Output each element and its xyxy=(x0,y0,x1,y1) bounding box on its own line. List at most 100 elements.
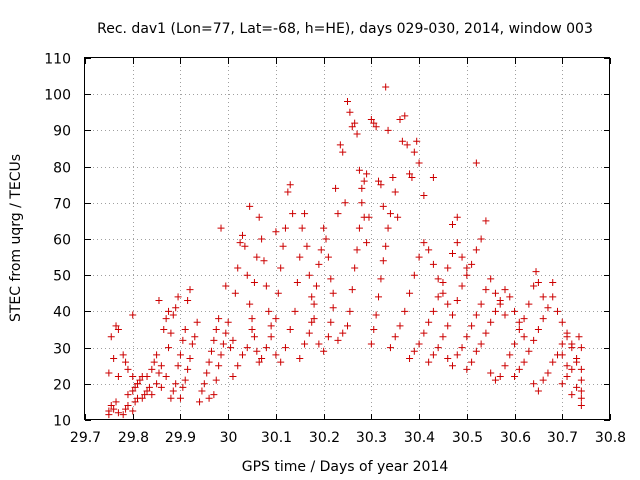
data-point xyxy=(377,181,385,189)
data-point xyxy=(401,112,409,120)
data-point xyxy=(558,340,566,348)
data-point xyxy=(172,304,180,312)
y-tick-label: 50 xyxy=(53,269,71,285)
data-point xyxy=(141,391,149,399)
data-point xyxy=(281,344,289,352)
data-point xyxy=(129,311,137,319)
data-point xyxy=(525,347,533,355)
y-tick-label: 100 xyxy=(44,88,71,104)
chart-title: Rec. dav1 (Lon=77, Lat=-68, h=HE), days … xyxy=(97,21,593,37)
data-point xyxy=(482,286,490,294)
x-tick-label: 30.4 xyxy=(404,430,435,446)
data-points xyxy=(105,83,585,419)
data-point xyxy=(246,300,254,308)
x-tick-label: 30.7 xyxy=(547,430,578,446)
data-point xyxy=(558,351,566,359)
data-point xyxy=(143,373,151,381)
y-tick-label: 70 xyxy=(53,197,71,213)
data-point xyxy=(487,318,495,326)
data-point xyxy=(367,340,375,348)
data-point xyxy=(110,405,118,413)
data-point xyxy=(358,184,366,192)
x-tick-label: 29.8 xyxy=(118,430,149,446)
data-point xyxy=(181,376,189,384)
data-point xyxy=(511,340,519,348)
data-point xyxy=(491,289,499,297)
data-point xyxy=(143,387,151,395)
data-point xyxy=(415,253,423,261)
data-point xyxy=(184,297,192,305)
data-point xyxy=(549,278,557,286)
y-tick-label: 60 xyxy=(53,233,71,249)
data-point xyxy=(107,402,115,410)
data-point xyxy=(539,315,547,323)
data-point xyxy=(253,347,261,355)
data-point xyxy=(539,376,547,384)
data-point xyxy=(248,315,256,323)
data-point xyxy=(260,257,268,265)
data-point xyxy=(212,376,220,384)
data-point xyxy=(530,282,538,290)
data-point xyxy=(420,239,428,247)
data-point xyxy=(222,329,230,337)
data-point xyxy=(241,242,249,250)
data-point xyxy=(179,336,187,344)
data-point xyxy=(122,358,130,366)
data-point xyxy=(332,184,340,192)
data-point xyxy=(365,213,373,221)
data-point xyxy=(329,289,337,297)
data-point xyxy=(279,242,287,250)
data-point xyxy=(186,354,194,362)
data-point xyxy=(169,387,177,395)
data-point xyxy=(468,322,476,330)
data-point xyxy=(324,333,332,341)
data-point xyxy=(327,318,335,326)
data-point xyxy=(544,304,552,312)
data-point xyxy=(434,275,442,283)
x-tick-label: 30.1 xyxy=(261,430,292,446)
data-point xyxy=(205,358,213,366)
data-point xyxy=(577,376,585,384)
data-point xyxy=(267,322,275,330)
data-point xyxy=(179,383,187,391)
data-point xyxy=(105,369,113,377)
data-point xyxy=(231,289,239,297)
x-tick-label: 29.7 xyxy=(70,430,101,446)
data-point xyxy=(396,116,404,124)
data-point xyxy=(391,188,399,196)
data-point xyxy=(575,333,583,341)
data-point xyxy=(165,344,173,352)
data-point xyxy=(539,293,547,301)
data-point xyxy=(363,170,371,178)
data-point xyxy=(234,264,242,272)
data-point xyxy=(429,260,437,268)
data-point xyxy=(410,148,418,156)
data-point xyxy=(420,192,428,200)
data-point xyxy=(129,387,137,395)
data-point xyxy=(375,293,383,301)
data-point xyxy=(272,351,280,359)
data-point xyxy=(203,369,211,377)
data-point xyxy=(205,394,213,402)
data-point xyxy=(403,141,411,149)
data-point xyxy=(379,257,387,265)
data-point xyxy=(155,369,163,377)
data-point xyxy=(315,260,323,268)
data-point xyxy=(112,322,120,330)
data-point xyxy=(506,351,514,359)
data-point xyxy=(243,344,251,352)
data-point xyxy=(272,315,280,323)
data-point xyxy=(384,224,392,232)
data-point xyxy=(501,286,509,294)
data-point xyxy=(453,351,461,359)
data-point xyxy=(401,307,409,315)
data-point xyxy=(472,311,480,319)
data-point xyxy=(234,362,242,370)
data-point xyxy=(215,315,223,323)
x-tick-label: 30 xyxy=(220,430,238,446)
data-point xyxy=(477,340,485,348)
data-point xyxy=(384,126,392,134)
data-point xyxy=(458,253,466,261)
data-point xyxy=(563,362,571,370)
data-point xyxy=(284,188,292,196)
